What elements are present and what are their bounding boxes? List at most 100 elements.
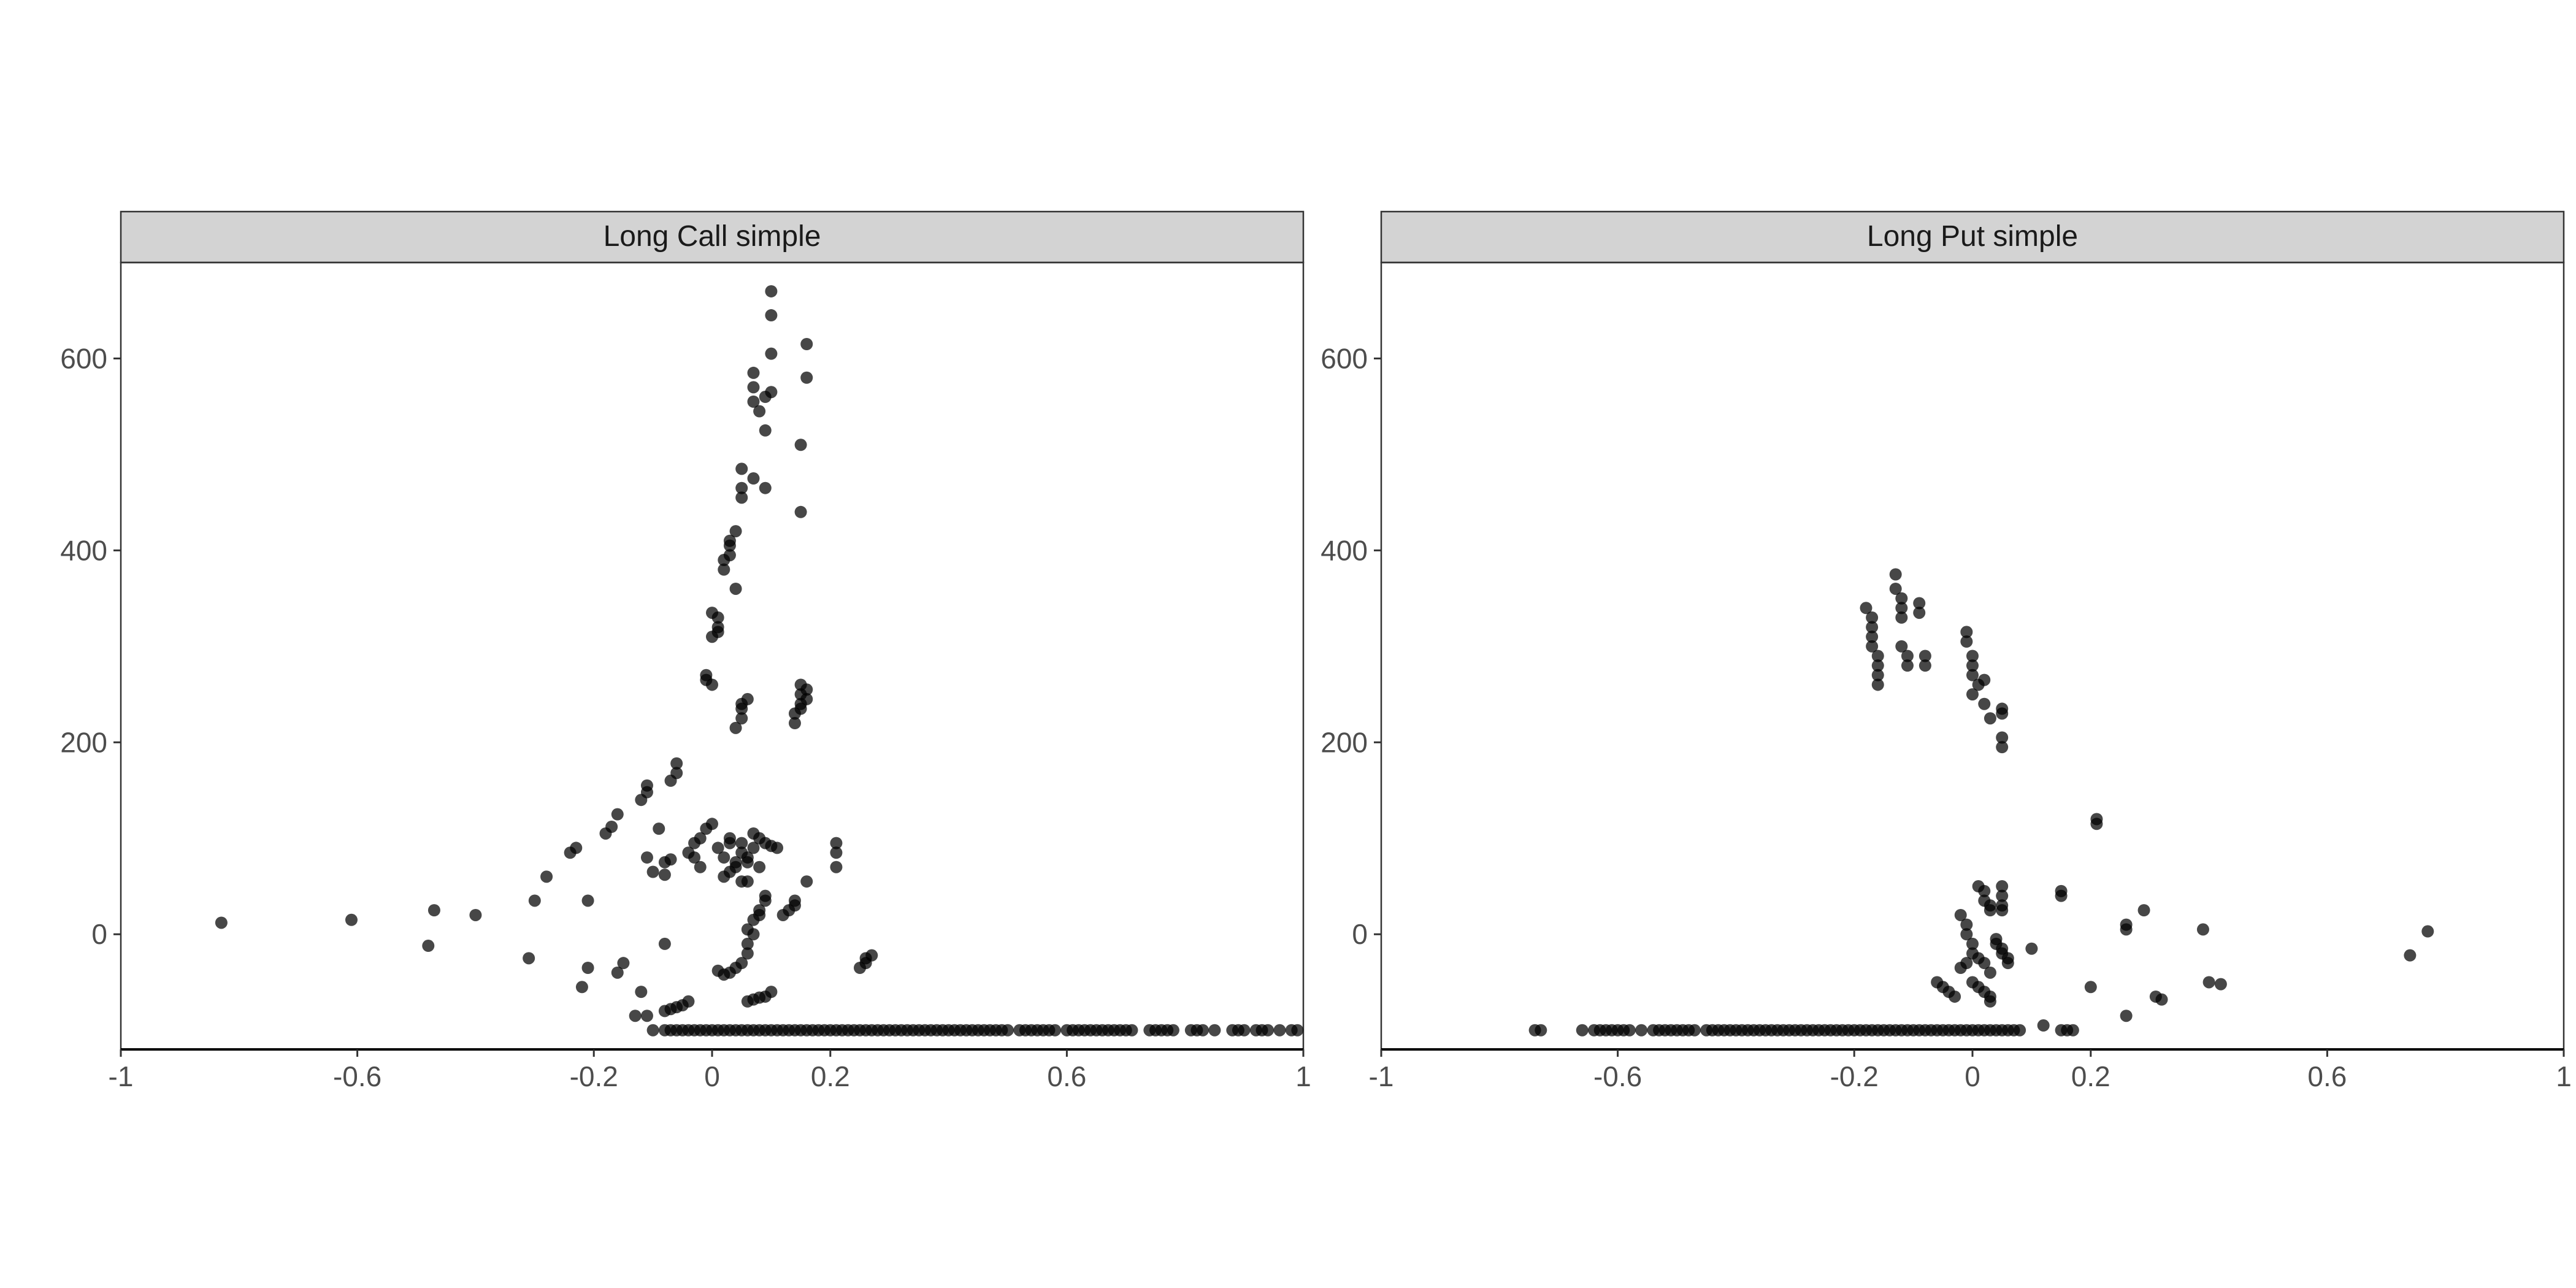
data-point (1238, 1024, 1251, 1037)
data-point (653, 822, 665, 835)
data-point (427, 904, 440, 917)
data-point (1984, 904, 1996, 917)
data-point (794, 702, 807, 715)
data-point (723, 837, 736, 849)
data-point (729, 856, 742, 868)
y-tick-label-long-call: 200 (60, 726, 107, 758)
data-point (528, 894, 541, 907)
data-point (2090, 818, 2103, 830)
data-point (741, 692, 754, 705)
data-point (581, 894, 594, 907)
data-point (1984, 712, 1996, 725)
data-point (635, 986, 648, 999)
data-point (1871, 669, 1884, 681)
data-point (2037, 1019, 2050, 1032)
data-point (741, 851, 754, 864)
data-point (735, 481, 748, 494)
data-point (682, 995, 695, 1008)
data-point (1978, 673, 1991, 686)
data-point (611, 966, 624, 979)
data-point (765, 986, 778, 999)
data-point (1576, 1024, 1589, 1037)
x-tick-label-long-call: 0 (704, 1060, 720, 1092)
x-tick-label-long-call: -0.2 (570, 1060, 618, 1092)
data-point (2137, 904, 2150, 917)
data-point (640, 851, 653, 864)
data-point (759, 889, 772, 902)
data-point (735, 712, 748, 725)
data-point (345, 913, 358, 926)
y-tick-label-long-call: 0 (91, 918, 107, 950)
data-point (788, 717, 801, 730)
data-point (1895, 611, 1908, 624)
data-point (747, 472, 760, 485)
data-point (2120, 1010, 2133, 1022)
data-point (1960, 918, 1973, 931)
data-point (422, 940, 435, 953)
data-point (1996, 904, 2009, 917)
data-point (694, 861, 707, 873)
data-point (1866, 631, 1879, 643)
panel-strip-long-call (120, 210, 1305, 264)
data-point (2001, 957, 2014, 970)
data-point (729, 721, 742, 734)
data-point (2155, 993, 2168, 1006)
data-point (640, 779, 653, 792)
data-point (1954, 908, 1967, 921)
panel-title-long-put: Long Put simple (1867, 220, 2078, 253)
data-point (1966, 937, 1979, 950)
data-point (800, 683, 813, 696)
data-point (2014, 1024, 2026, 1037)
x-tick-label-long-put: 0 (1965, 1060, 1980, 1092)
data-point (575, 981, 588, 994)
x-tick-label-long-call: 1 (1295, 1060, 1311, 1092)
data-point (729, 525, 742, 538)
data-point (605, 821, 618, 834)
data-point (830, 861, 843, 873)
y-axis-long-put: 0 200 400 600 (1321, 342, 1381, 950)
data-point (1167, 1024, 1179, 1037)
data-point (865, 949, 878, 962)
x-axis-long-put: -1 -0.6 -0.2 0 0.2 0.6 1 (1369, 1048, 2572, 1092)
data-point (735, 875, 748, 888)
x-tick-label-long-call: -0.6 (333, 1060, 381, 1092)
data-point (1889, 582, 1902, 595)
data-point (646, 1024, 659, 1037)
x-tick-label-long-put: 0.2 (2071, 1060, 2110, 1092)
data-point (741, 937, 754, 950)
data-point (753, 405, 766, 418)
data-point (1966, 650, 1979, 662)
data-point (1978, 697, 1991, 710)
data-point (711, 841, 724, 854)
x-tick-label-long-put: -0.2 (1830, 1060, 1879, 1092)
y-tick-label-long-put: 600 (1321, 342, 1368, 374)
y-axis-long-call: 0 200 400 600 (60, 342, 121, 950)
data-point (747, 395, 760, 408)
data-point (2061, 1024, 2074, 1037)
data-point (215, 916, 228, 929)
data-point (1960, 626, 1973, 638)
data-point (1871, 659, 1884, 672)
data-point (1895, 592, 1908, 605)
y-tick-label-long-call: 400 (60, 534, 107, 566)
data-point (2025, 942, 2038, 955)
data-point (646, 865, 659, 878)
data-point (1996, 707, 2009, 720)
panel-strip-long-put (1380, 210, 2565, 264)
data-point (800, 692, 813, 705)
data-point (1273, 1024, 1286, 1037)
data-point (658, 868, 671, 881)
data-point (1125, 1024, 1138, 1037)
data-point (640, 1010, 653, 1022)
x-tick-label-long-put: -1 (1369, 1060, 1394, 1092)
data-point (741, 947, 754, 960)
data-point (1960, 635, 1973, 648)
data-point (1866, 611, 1879, 624)
data-point (759, 424, 772, 437)
data-point (670, 757, 683, 770)
data-point (747, 366, 760, 379)
data-point (1978, 884, 1991, 897)
data-point (771, 841, 784, 854)
data-point (830, 837, 843, 849)
